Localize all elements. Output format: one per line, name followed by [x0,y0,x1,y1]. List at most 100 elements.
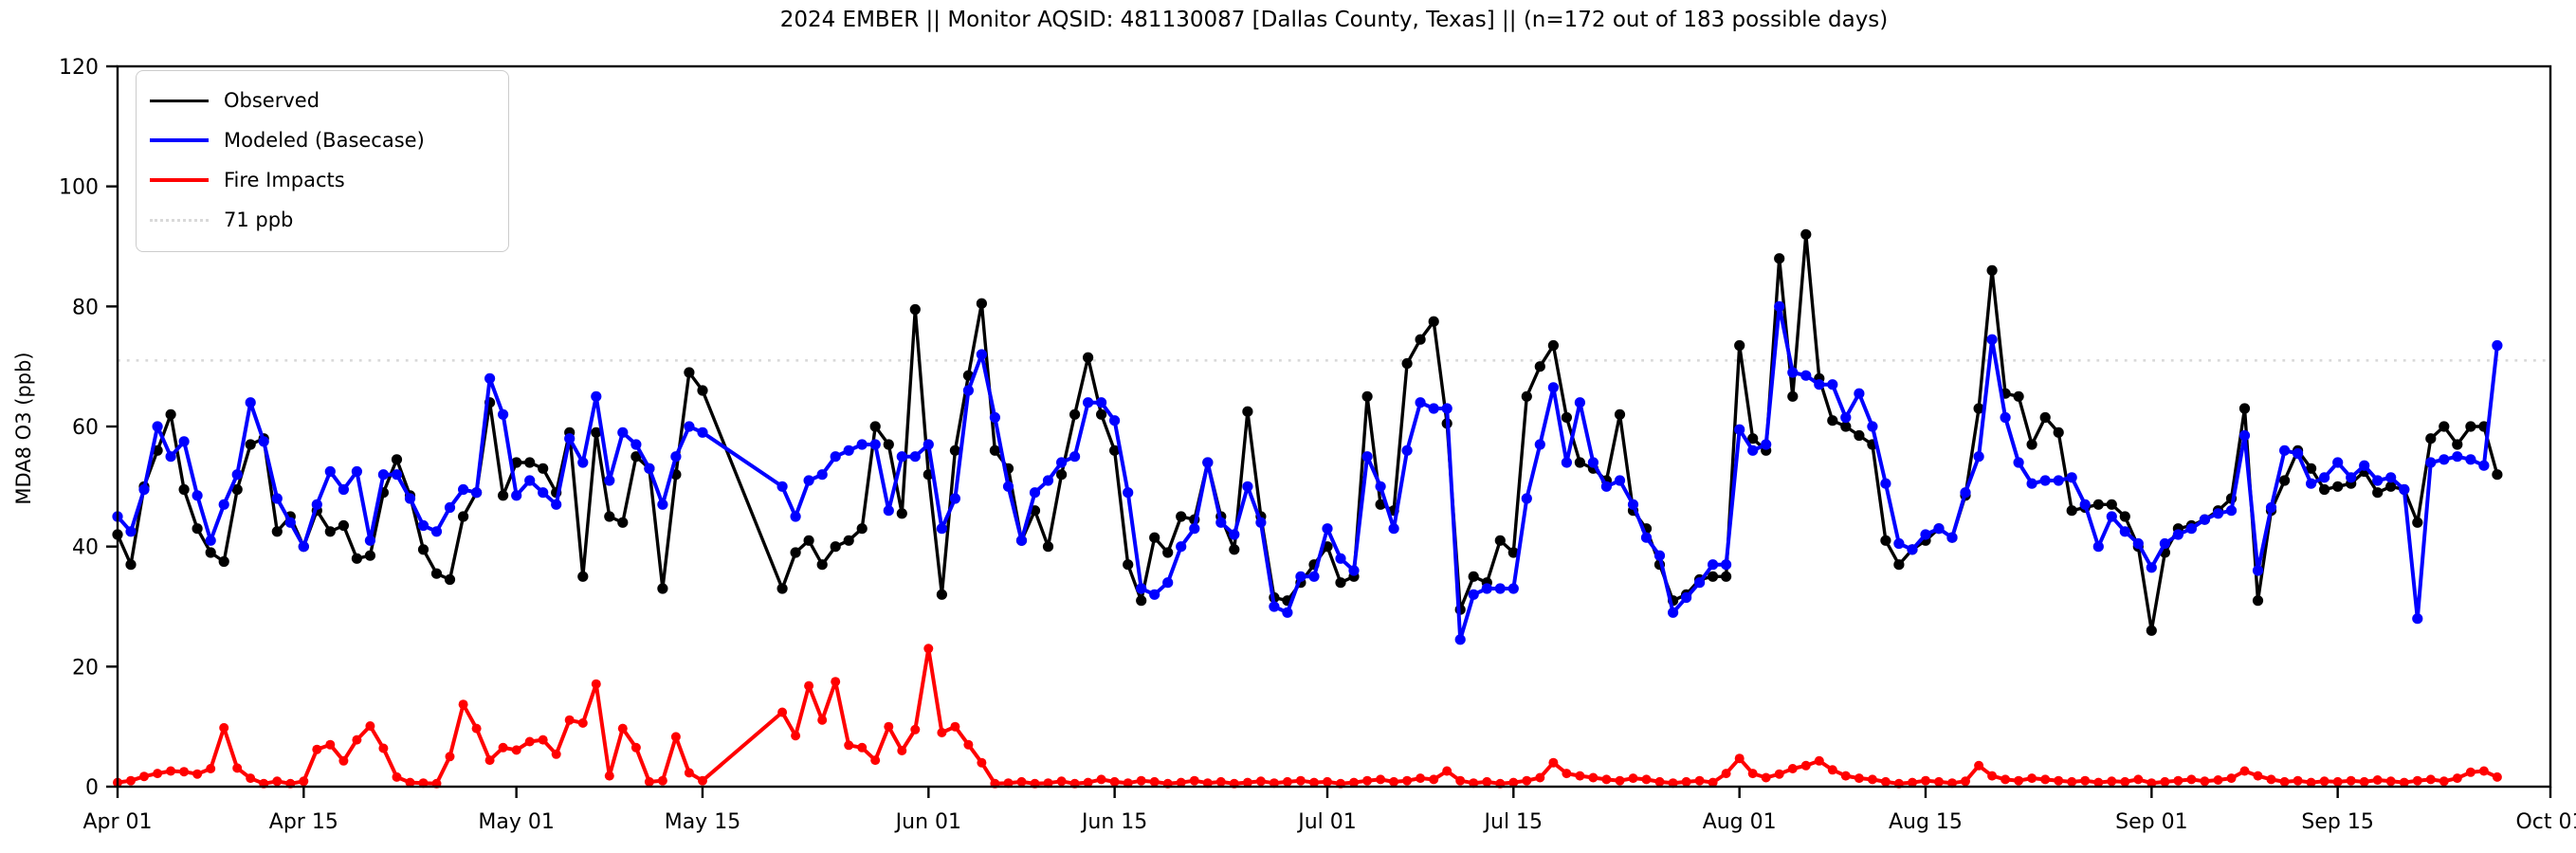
data-point [311,499,322,510]
data-point [484,372,496,384]
y-tick-label: 80 [72,296,99,319]
data-point [458,699,468,710]
data-point [1946,532,1958,543]
data-point [1402,775,1413,786]
data-point [830,541,841,553]
data-point [856,439,868,450]
data-point [1854,429,1865,442]
data-point [843,535,854,546]
data-point [577,571,589,582]
data-point [2107,776,2117,787]
data-point [1282,607,1293,618]
data-point [644,463,655,474]
data-point [1348,565,1360,576]
data-point [1322,523,1333,535]
data-point [790,511,801,522]
y-tick-label: 0 [85,776,99,800]
x-tick-label: Jul 15 [1483,810,1544,834]
data-point [1867,421,1878,432]
data-point [1973,451,1984,463]
data-point [2001,774,2011,785]
data-point [2372,775,2383,785]
data-point [949,493,961,504]
data-point [657,583,668,594]
data-point [884,721,894,732]
legend-item-ref-line: 71 ppb [137,200,508,240]
data-point [1215,517,1227,528]
data-point [1442,766,1452,776]
data-point [1734,339,1745,352]
data-point [1600,481,1612,492]
x-tick-label: May 15 [665,810,740,834]
data-point [684,768,694,778]
data-point [2186,774,2197,785]
x-tick-label: Apr 01 [82,810,152,834]
data-point [776,481,788,492]
data-point [2399,483,2410,496]
data-point [1774,300,1785,312]
data-point [458,511,469,522]
data-point [458,483,469,496]
data-point [2265,501,2277,514]
data-point [1494,535,1506,546]
x-tick-label: Aug 01 [1703,810,1777,834]
data-point [351,465,362,478]
data-point [2465,454,2476,465]
data-point [338,519,349,532]
fire-line-swatch [150,178,209,182]
data-point [1880,776,1891,787]
data-point [604,771,614,781]
data-point [1681,591,1692,604]
data-point [1162,547,1174,558]
data-point [937,728,947,737]
data-point [391,469,403,481]
data-point [2412,775,2422,786]
data-point [1615,775,1625,786]
data-point [2439,776,2449,787]
data-point [417,519,429,532]
data-point [1787,367,1799,378]
data-point [1189,523,1200,535]
data-point [1162,577,1174,589]
data-point [617,723,628,734]
data-point [1481,583,1492,594]
data-point [1242,406,1253,417]
data-point [1056,457,1068,468]
data-point [324,526,336,537]
data-point [1323,776,1332,787]
data-point [1840,771,1851,781]
data-point [2279,776,2290,787]
data-point [139,771,149,782]
data-point [1069,451,1081,463]
data-point [404,493,416,504]
data-point [883,505,894,517]
data-point [2053,426,2064,438]
data-point [377,469,389,481]
data-point [1960,487,1971,499]
data-point [1269,601,1280,612]
data-point [2185,523,2197,535]
y-tick-label: 120 [59,56,99,80]
data-point [1588,772,1599,783]
data-point [392,771,402,782]
data-point [1123,559,1134,571]
data-point [857,742,868,753]
data-point [804,681,814,691]
data-point [977,757,987,768]
data-point [2238,429,2251,442]
data-point [1893,559,1905,571]
data-point [1176,777,1186,788]
data-point [604,475,615,486]
data-point [2119,526,2130,537]
data-point [1575,771,1585,781]
data-point [351,553,362,564]
data-point [1069,408,1081,420]
data-point [896,451,907,463]
data-point [657,775,667,786]
data-point [697,426,708,438]
data-point [1986,264,1998,276]
data-point [2000,411,2011,424]
data-point [2306,777,2316,788]
data-point [803,535,814,546]
data-point [2279,475,2291,486]
